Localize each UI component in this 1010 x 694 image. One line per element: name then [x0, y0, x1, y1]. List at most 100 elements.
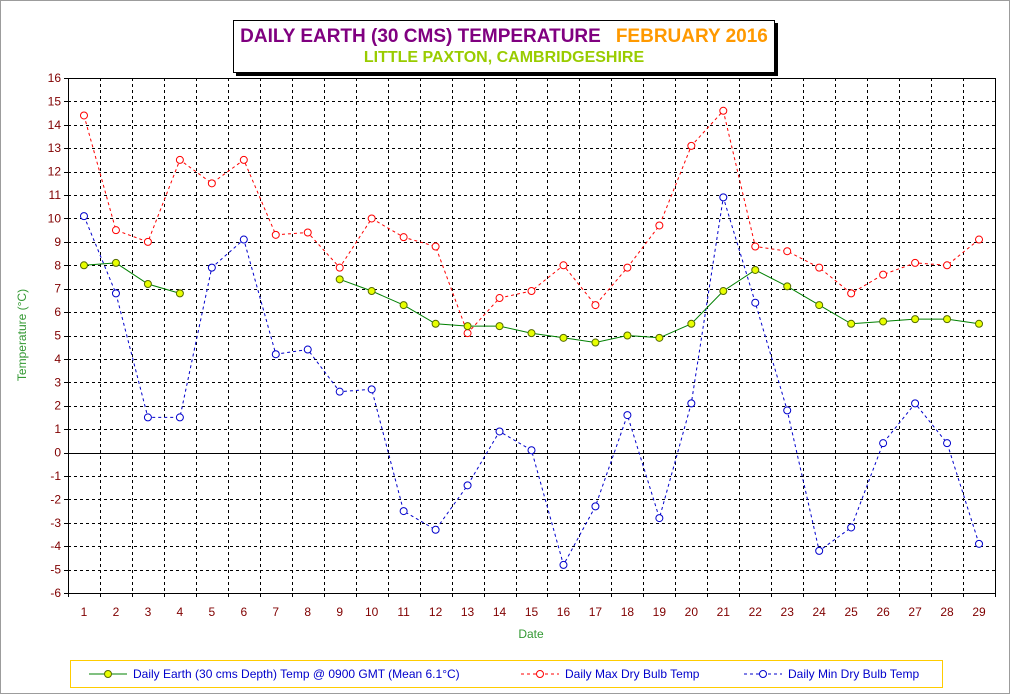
y-tick-label: -5 — [50, 563, 61, 577]
legend-label-earth-temp: Daily Earth (30 cms Depth) Temp @ 0900 G… — [133, 667, 460, 681]
min-temp-point — [559, 560, 568, 569]
max-temp-point — [431, 242, 440, 251]
x-tick-label: 21 — [717, 605, 731, 619]
x-tick-label: 12 — [429, 605, 443, 619]
legend-swatch-earth-temp — [89, 670, 127, 678]
max-temp-point — [719, 106, 728, 115]
legend-swatch-min-temp — [744, 670, 782, 678]
earth-temp-point — [847, 319, 856, 328]
min-temp-point — [207, 263, 216, 272]
min-temp-line — [83, 197, 980, 567]
y-tick-label: 10 — [48, 211, 62, 225]
x-tick-label: 19 — [653, 605, 667, 619]
y-tick-label: 15 — [48, 94, 62, 108]
chart-title-box: DAILY EARTH (30 CMS) TEMPERATURE FEBRUARY… — [233, 20, 775, 73]
y-tick-label: -2 — [50, 492, 61, 506]
x-tick-label: 20 — [685, 605, 699, 619]
min-temp-point — [527, 446, 536, 455]
min-temp-point — [687, 399, 696, 408]
chart-title-period: FEBRUARY 2016 — [615, 26, 768, 47]
grid-and-axes — [64, 78, 996, 597]
earth-temp-point — [527, 329, 536, 338]
legend-label-max-temp: Daily Max Dry Bulb Temp — [565, 667, 700, 681]
earth-temp-point — [591, 338, 600, 347]
y-tick-label: -6 — [50, 586, 61, 600]
series-lines — [83, 109, 980, 567]
max-temp-point — [239, 155, 248, 164]
x-tick-label: 7 — [272, 605, 279, 619]
max-temp-point — [79, 111, 88, 120]
max-temp-line — [83, 109, 980, 335]
y-tick-label: 7 — [54, 282, 61, 296]
y-tick-label: 11 — [49, 188, 62, 202]
x-tick-label: 13 — [461, 605, 475, 619]
min-temp-point — [239, 235, 248, 244]
min-temp-point — [335, 387, 344, 396]
min-temp-point — [591, 502, 600, 511]
max-temp-point — [207, 179, 216, 188]
min-temp-point — [623, 411, 632, 420]
x-tick-label: 22 — [749, 605, 763, 619]
min-temp-point — [399, 507, 408, 516]
x-tick-label: 2 — [113, 605, 120, 619]
min-temp-point — [975, 539, 984, 548]
max-temp-point — [591, 301, 600, 310]
min-temp-point — [495, 427, 504, 436]
x-tick-label: 28 — [940, 605, 954, 619]
plot-area-border — [68, 78, 996, 594]
min-temp-point — [367, 385, 376, 394]
y-axis-label: Temperature (°C) — [15, 289, 29, 381]
max-temp-point — [111, 226, 120, 235]
legend-label-min-temp: Daily Min Dry Bulb Temp — [788, 667, 920, 681]
chart-subtitle: LITTLE PAXTON, CAMBRIDGESHIRE — [363, 49, 645, 66]
x-tick-label: 14 — [493, 605, 507, 619]
y-tick-label: -4 — [50, 539, 61, 553]
min-temp-point — [111, 289, 120, 298]
y-tick-label: 5 — [54, 329, 61, 343]
min-temp-point — [911, 399, 920, 408]
max-temp-point — [687, 141, 696, 150]
series-markers — [79, 106, 984, 569]
y-tick-label: 16 — [48, 71, 62, 85]
legend-swatch-max-temp — [521, 670, 559, 678]
max-temp-point — [943, 261, 952, 270]
y-tick-label: 12 — [48, 165, 62, 179]
x-tick-label: 11 — [397, 605, 410, 619]
max-temp-point — [303, 228, 312, 237]
y-tick-label: -3 — [50, 516, 61, 530]
max-temp-point — [335, 263, 344, 272]
max-temp-point — [783, 247, 792, 256]
earth-temp-point — [911, 315, 920, 324]
y-tick-label: 4 — [54, 352, 61, 366]
x-tick-label: 6 — [240, 605, 247, 619]
max-temp-point — [559, 261, 568, 270]
min-temp-point — [879, 439, 888, 448]
earth-temp-point — [335, 275, 344, 284]
title-line: DAILY EARTH (30 CMS) TEMPERATURE FEBRUARY… — [234, 26, 774, 48]
earth-temp-point — [943, 315, 952, 324]
min-temp-point — [751, 298, 760, 307]
legend-marker — [536, 670, 544, 678]
x-tick-label: 18 — [621, 605, 635, 619]
x-tick-label: 17 — [589, 605, 603, 619]
earth-temp-point — [655, 333, 664, 342]
legend-item-max-temp: Daily Max Dry Bulb Temp — [521, 661, 699, 687]
earth-temp-point — [175, 289, 184, 298]
max-temp-point — [271, 230, 280, 239]
x-tick-label: 3 — [145, 605, 152, 619]
legend-marker — [759, 670, 767, 678]
earth-temp-point — [463, 322, 472, 331]
max-temp-point — [879, 270, 888, 279]
max-temp-point — [143, 237, 152, 246]
earth-temp-point — [367, 287, 376, 296]
earth-temp-point — [751, 265, 760, 274]
max-temp-point — [399, 233, 408, 242]
min-temp-point — [143, 413, 152, 422]
earth-temp-point — [495, 322, 504, 331]
earth-temp-point — [399, 301, 408, 310]
max-temp-point — [527, 287, 536, 296]
min-temp-point — [847, 523, 856, 532]
earth-temp-point — [815, 301, 824, 310]
max-temp-point — [623, 263, 632, 272]
min-temp-point — [303, 345, 312, 354]
